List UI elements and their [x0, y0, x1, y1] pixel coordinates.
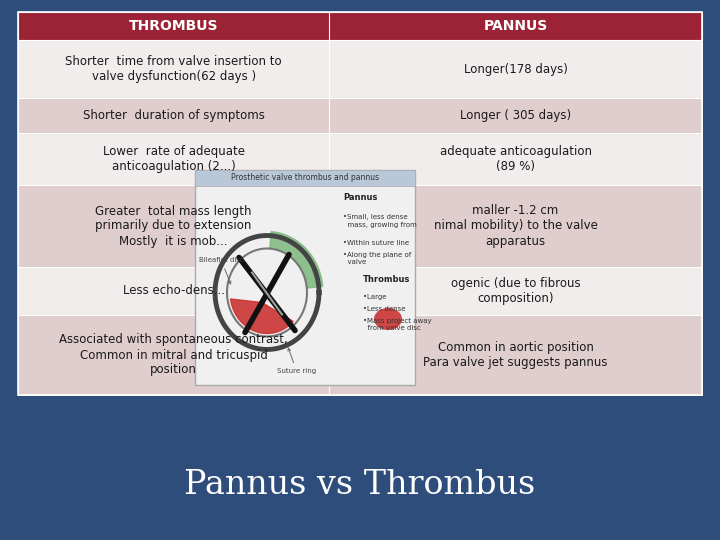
- FancyBboxPatch shape: [329, 133, 702, 185]
- FancyBboxPatch shape: [18, 267, 329, 315]
- Text: Thrombus: Thrombus: [363, 275, 410, 285]
- FancyBboxPatch shape: [18, 12, 702, 40]
- Text: Prosthetic valve thrombus and pannus: Prosthetic valve thrombus and pannus: [231, 173, 379, 183]
- FancyBboxPatch shape: [329, 40, 702, 98]
- Text: adequate anticoagulation
(89 %): adequate anticoagulation (89 %): [440, 145, 592, 173]
- FancyBboxPatch shape: [18, 40, 329, 98]
- Text: maller -1.2 cm
nimal mobility) to the valve
apparatus: maller -1.2 cm nimal mobility) to the va…: [433, 205, 598, 247]
- Text: •Along the plane of
  valve: •Along the plane of valve: [343, 252, 411, 266]
- Text: ogenic (due to fibrous
composition): ogenic (due to fibrous composition): [451, 277, 580, 305]
- Text: Associated with spontaneous contrast,
Common in mitral and tricuspid
position: Associated with spontaneous contrast, Co…: [59, 334, 288, 376]
- Text: THROMBUS: THROMBUS: [129, 19, 218, 33]
- FancyBboxPatch shape: [329, 315, 702, 395]
- Polygon shape: [230, 299, 293, 334]
- Text: Shorter  time from valve insertion to
valve dysfunction(62 days ): Shorter time from valve insertion to val…: [66, 55, 282, 83]
- Text: •Less dense: •Less dense: [363, 306, 405, 312]
- Text: •Within suture line: •Within suture line: [343, 240, 409, 246]
- FancyBboxPatch shape: [195, 170, 415, 186]
- Text: Longer(178 days): Longer(178 days): [464, 63, 567, 76]
- FancyBboxPatch shape: [195, 170, 415, 385]
- FancyBboxPatch shape: [18, 133, 329, 185]
- FancyBboxPatch shape: [329, 98, 702, 133]
- FancyBboxPatch shape: [329, 185, 702, 267]
- Text: Bileaflet disc: Bileaflet disc: [199, 258, 244, 284]
- Text: Shorter  duration of symptoms: Shorter duration of symptoms: [83, 109, 264, 122]
- Polygon shape: [270, 232, 323, 288]
- Text: Lower  rate of adequate
anticoagulation (2...): Lower rate of adequate anticoagulation (…: [103, 145, 245, 173]
- Text: Pannus: Pannus: [343, 193, 377, 202]
- Text: PANNUS: PANNUS: [484, 19, 548, 33]
- FancyBboxPatch shape: [329, 267, 702, 315]
- FancyBboxPatch shape: [18, 185, 329, 267]
- Text: •Mass project away
  from valve disc: •Mass project away from valve disc: [363, 318, 431, 332]
- Ellipse shape: [374, 308, 402, 330]
- Text: •Small, less dense
  mass, growing from: •Small, less dense mass, growing from: [343, 214, 417, 227]
- FancyBboxPatch shape: [18, 315, 329, 395]
- Text: Longer ( 305 days): Longer ( 305 days): [460, 109, 571, 122]
- FancyBboxPatch shape: [18, 98, 329, 133]
- Text: Common in aortic position
Para valve jet suggests pannus: Common in aortic position Para valve jet…: [423, 341, 608, 369]
- Text: Less echo-dens...: Less echo-dens...: [122, 285, 225, 298]
- Text: Pannus vs Thrombus: Pannus vs Thrombus: [184, 469, 536, 501]
- Text: •Large: •Large: [363, 294, 387, 300]
- Text: Greater  total mass length
primarily due to extension
Mostly  it is mob...: Greater total mass length primarily due …: [95, 205, 252, 247]
- Text: Suture ring: Suture ring: [277, 348, 316, 374]
